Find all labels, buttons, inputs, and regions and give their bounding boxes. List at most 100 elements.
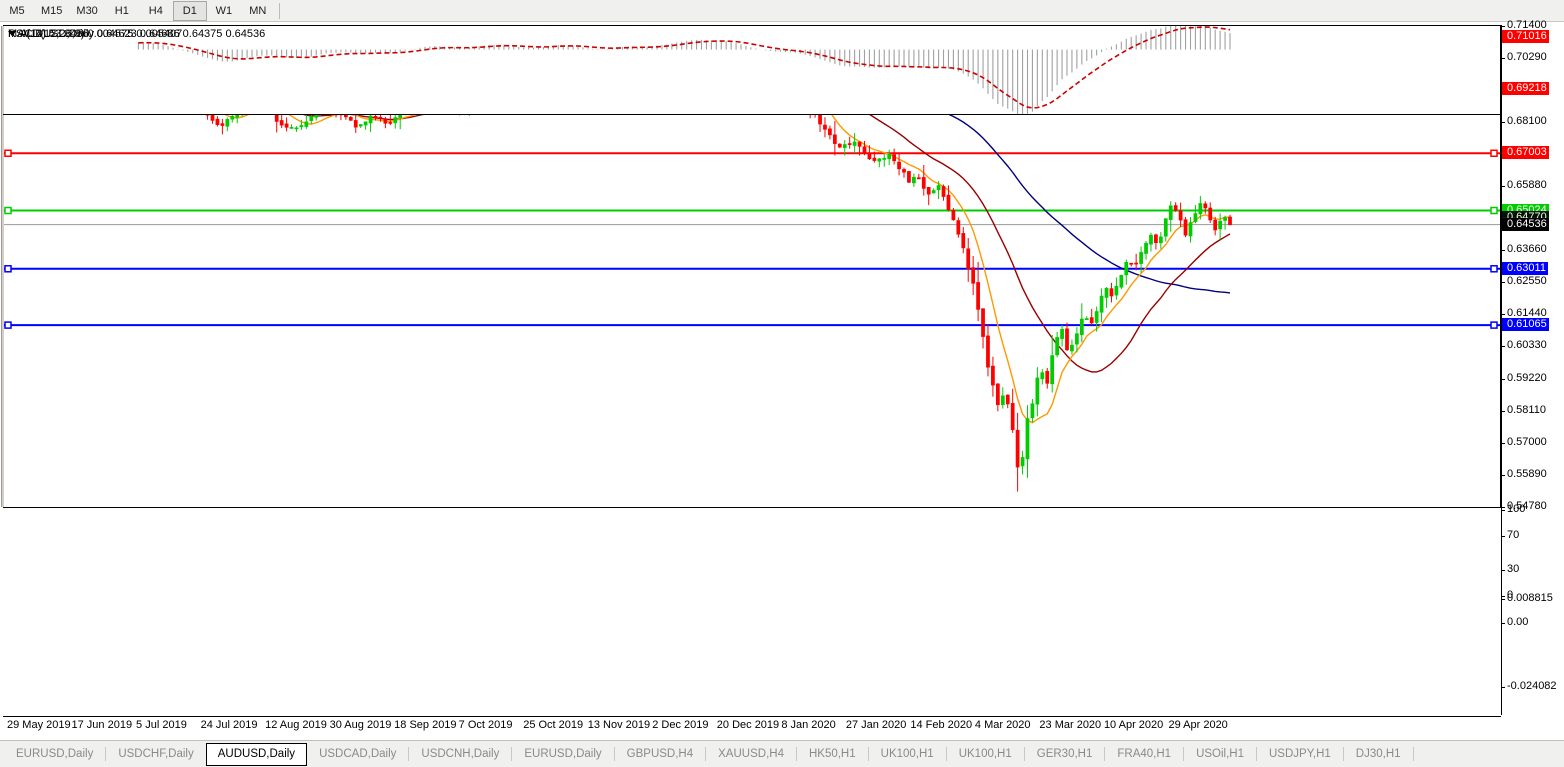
chart-tab-dj30-h1[interactable]: DJ30,H1: [1355, 748, 1401, 760]
price-tick-label: 0.57000: [1507, 435, 1547, 448]
timeframe-button-m30[interactable]: M30: [76, 4, 98, 17]
candle-body: [1144, 242, 1148, 254]
price-level-label-0.71016[interactable]: 0.71016: [1502, 30, 1549, 44]
chart-tab-uk100-h1[interactable]: UK100,H1: [958, 748, 1012, 760]
candle-body: [1124, 262, 1129, 276]
candle-body: [867, 153, 872, 160]
macd-scroll-handle[interactable]: [1, 26, 4, 114]
date-tick-label: 4 Mar 2020: [974, 719, 1031, 731]
timeframe-button-m15[interactable]: M15: [41, 4, 63, 17]
candle-body: [230, 115, 235, 120]
chart-scroll-handle[interactable]: [1, 26, 4, 507]
candle-body: [284, 123, 289, 128]
price-tick: [1501, 507, 1505, 508]
toolbar-separator: [278, 2, 280, 19]
macd-indicator-pane[interactable]: MACD(12,26,9) 0.004575 0.005407: [1, 25, 1501, 115]
candle-body: [1213, 219, 1218, 231]
candle-body: [373, 115, 378, 119]
timeframe-button-mn[interactable]: MN: [249, 4, 267, 17]
rsi-tick: [1501, 596, 1505, 597]
level-anchor-right-0.65024[interactable]: [1490, 206, 1498, 215]
candle-body: [1035, 377, 1040, 405]
candle-body: [818, 114, 822, 125]
timeframe-button-h1[interactable]: H1: [114, 4, 129, 17]
candle-body: [981, 308, 985, 337]
candle-body: [1050, 355, 1055, 385]
level-anchor-right-0.63011[interactable]: [1490, 265, 1498, 273]
candle-body: [388, 122, 393, 124]
candle-body: [966, 248, 971, 270]
chart-tab-hk50-h1[interactable]: HK50,H1: [808, 748, 856, 760]
candle-body: [220, 123, 225, 126]
candle-body: [1228, 216, 1232, 226]
rsi-tick: [1501, 535, 1505, 537]
candle-body: [363, 121, 368, 126]
chart-tab-usdjpy-h1[interactable]: USDJPY,H1: [1269, 748, 1331, 760]
chart-tab-fra40-h1[interactable]: FRA40,H1: [1117, 748, 1172, 760]
candle-body: [946, 194, 951, 211]
date-tick-label: 25 Oct 2019: [523, 719, 584, 731]
candle-body: [837, 143, 842, 148]
price-tick-label: 0.54780: [1507, 500, 1547, 512]
price-level-label-0.63011[interactable]: 0.63011: [1502, 261, 1548, 275]
candle-body: [1183, 219, 1188, 236]
tab-separator: [1342, 747, 1344, 761]
candle-body: [1070, 344, 1074, 352]
scale-axis-line: [1501, 25, 1502, 715]
candle-body: [1208, 207, 1213, 221]
chart-tab-usoil-h1[interactable]: USOil,H1: [1196, 748, 1244, 760]
chart-tab-ger30-h1[interactable]: GER30,H1: [1036, 748, 1093, 760]
price-level-label-0.61065[interactable]: 0.61065: [1502, 318, 1549, 332]
candle-body: [1005, 394, 1010, 405]
candle-body: [995, 383, 1000, 406]
candle-body: [1168, 205, 1173, 220]
chart-area[interactable]: AUDUSD,Daily 0.64623 0.64686 0.64375 0.6…: [1, 25, 1561, 715]
tab-separator: [408, 747, 410, 761]
chart-tab-xauusd-h4[interactable]: XAUUSD,H4: [718, 748, 784, 760]
price-tick-label: 0.70290: [1507, 51, 1547, 64]
candle-body: [378, 116, 383, 119]
timeframe-button-d1[interactable]: D1: [172, 0, 207, 21]
chart-tab-usdchf-daily[interactable]: USDCHF,Daily: [118, 748, 194, 760]
candle-body: [971, 267, 976, 284]
chart-tab-audusd-daily[interactable]: AUDUSD,Daily: [205, 742, 308, 766]
candle-body: [1193, 213, 1198, 222]
candle-body: [1000, 395, 1005, 406]
level-anchor-left-0.63011[interactable]: [4, 265, 12, 273]
level-anchor-left-0.65024[interactable]: [4, 206, 12, 215]
timeframe-button-m5[interactable]: M5: [9, 4, 25, 17]
chart-tab-eurusd-daily[interactable]: EURUSD,Daily: [16, 748, 94, 760]
price-tick-label: 0.63660: [1507, 243, 1547, 255]
macd-tick-label: -0.024082: [1507, 680, 1557, 692]
candle-body: [1154, 234, 1158, 243]
chart-tab-uk100-h1[interactable]: UK100,H1: [880, 748, 934, 760]
candle-body: [1040, 372, 1045, 380]
date-tick-label: 23 Mar 2020: [1039, 719, 1102, 731]
timeframe-button-h4[interactable]: H4: [148, 4, 163, 17]
price-level-label-0.67003[interactable]: 0.67003: [1502, 146, 1549, 160]
price-scale[interactable]: 0.714000.702900.691800.681000.658800.636…: [1501, 20, 1561, 715]
chart-tab-usdcad-daily[interactable]: USDCAD,Daily: [319, 748, 397, 760]
chart-tab-usdcnh-daily[interactable]: USDCNH,Daily: [421, 748, 500, 760]
level-anchor-right-0.61065[interactable]: [1490, 321, 1498, 329]
chart-tab-eurusd-daily[interactable]: EURUSD,Daily: [524, 748, 602, 760]
date-tick-label: 18 Sep 2019: [394, 719, 457, 731]
timeframe-button-w1[interactable]: W1: [215, 4, 233, 17]
price-tick: [1501, 346, 1505, 348]
candle-body: [882, 158, 887, 160]
candle-body: [1055, 337, 1059, 356]
macd-series-group: [137, 26, 1231, 114]
price-tick: [1501, 121, 1505, 123]
tab-separator: [1023, 747, 1025, 761]
candle-body: [951, 209, 956, 221]
candle-body: [1203, 203, 1208, 209]
candle-body: [393, 117, 398, 124]
price-level-label-0.69218[interactable]: 0.69218: [1502, 82, 1549, 96]
level-anchor-right-0.67003[interactable]: [1490, 149, 1498, 158]
level-anchor-left-0.67003[interactable]: [4, 149, 12, 158]
tab-separator: [1256, 747, 1257, 761]
level-anchor-left-0.61065[interactable]: [4, 321, 12, 329]
rsi-tick-label: 100: [1507, 503, 1526, 515]
chart-tab-gbpusd-h4[interactable]: GBPUSD,H4: [626, 748, 694, 760]
date-axis[interactable]: 29 May 2019 17 Jun 2019 5 Jul 2019 24 Jul 2…: [3, 716, 1501, 738]
